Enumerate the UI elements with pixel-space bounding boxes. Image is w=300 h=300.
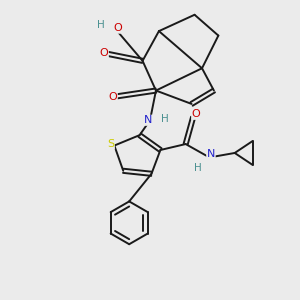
Text: N: N: [207, 149, 215, 160]
Text: O: O: [113, 23, 122, 33]
Text: H: H: [194, 163, 201, 173]
Text: N: N: [144, 115, 153, 125]
Text: H: H: [97, 20, 105, 30]
Text: H: H: [161, 114, 169, 124]
Text: O: O: [192, 109, 200, 119]
Text: O: O: [109, 92, 117, 101]
Text: S: S: [107, 139, 114, 149]
Text: O: O: [100, 48, 108, 59]
